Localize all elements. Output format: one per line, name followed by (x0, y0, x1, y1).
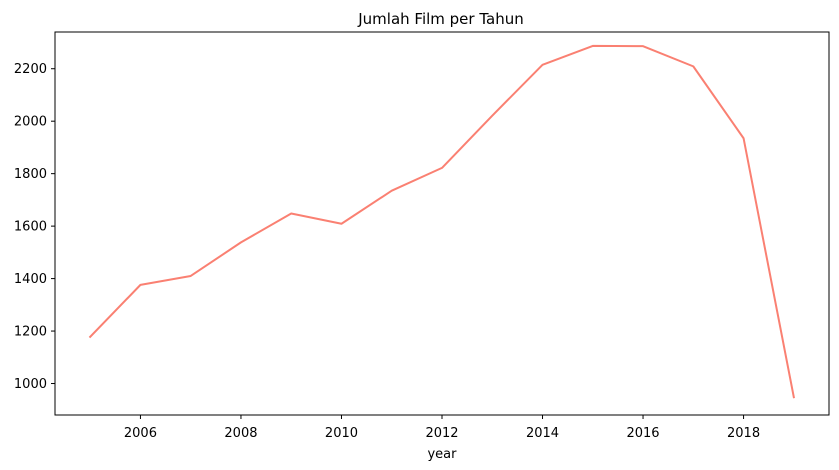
y-axis: 1000 1200 1400 1600 1800 2000 2200 (14, 62, 55, 392)
plot-frame (54, 31, 830, 416)
x-tick-label: 2006 (124, 426, 157, 441)
y-tick-label: 1800 (14, 167, 47, 182)
x-tick-label: 2018 (727, 426, 760, 441)
x-tick-label: 2014 (526, 426, 559, 441)
series-layer (88, 44, 795, 399)
x-axis: 2006 2008 2010 2012 2014 2016 2018 (124, 415, 760, 441)
x-tick-label: 2010 (325, 426, 358, 441)
y-tick-label: 1400 (14, 272, 47, 287)
x-tick-label: 2016 (626, 426, 659, 441)
y-tick-label: 2200 (14, 62, 47, 77)
chart-title: Jumlah Film per Tahun (357, 10, 524, 28)
series-line (88, 44, 795, 399)
y-tick-label: 1200 (14, 325, 47, 340)
x-tick-label: 2008 (224, 426, 257, 441)
y-tick-label: 1000 (14, 377, 47, 392)
x-tick-label: 2012 (425, 426, 458, 441)
x-axis-label: year (427, 447, 457, 462)
y-tick-label: 2000 (14, 115, 47, 130)
y-tick-label: 1600 (14, 220, 47, 235)
